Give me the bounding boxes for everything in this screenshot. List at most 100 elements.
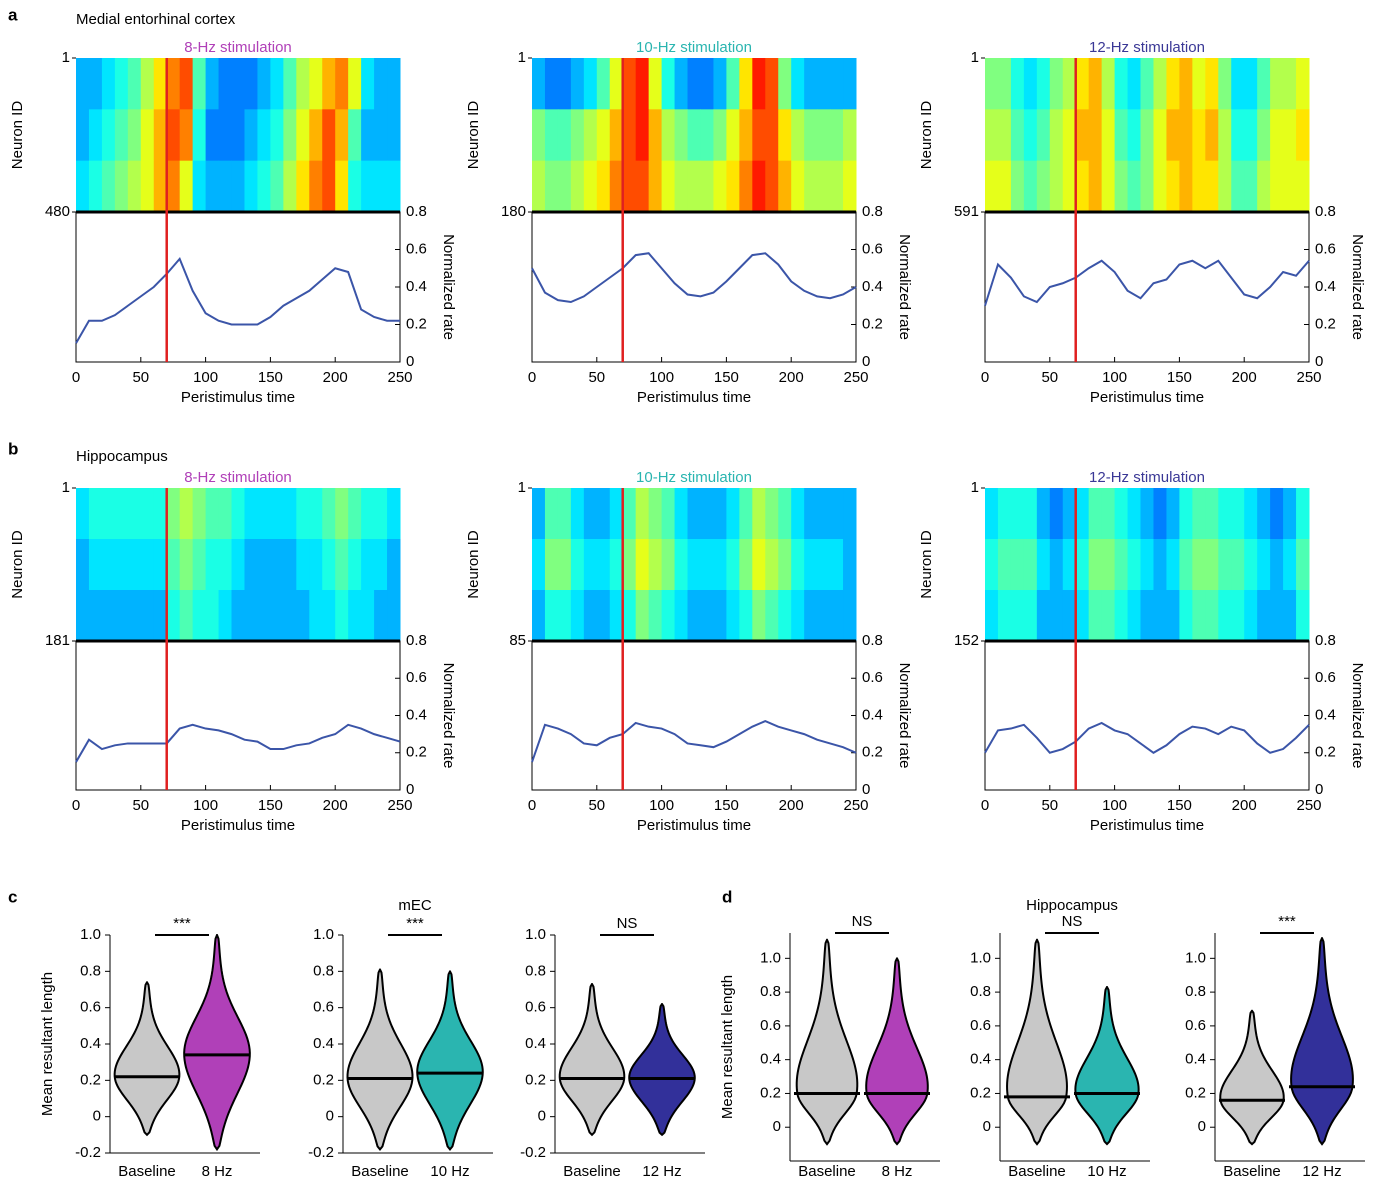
x-tick-label: Baseline: [563, 1163, 621, 1180]
y-tick-label: 0.6: [313, 999, 334, 1016]
x-tick-label: 0: [528, 369, 536, 386]
heat-cell: [544, 58, 559, 110]
heat-cell: [153, 488, 168, 540]
y-tick-label: 0: [983, 1118, 991, 1135]
heat-cell: [635, 160, 650, 213]
heat-cell: [1153, 109, 1167, 162]
heat-cell: [557, 590, 572, 642]
heat-cell: [1049, 109, 1064, 162]
heat-cell: [1075, 590, 1090, 642]
heat-cell: [570, 160, 585, 213]
heat-cell: [609, 590, 624, 642]
y-tick-label: 0.8: [760, 983, 781, 1000]
heat-cell: [1283, 109, 1297, 162]
heat-cell: [1192, 488, 1206, 540]
x-tick-label: 250: [387, 797, 412, 814]
heat-cell: [804, 58, 818, 110]
heat-cell: [609, 58, 624, 110]
x-axis-label: Peristimulus time: [637, 817, 751, 834]
heat-cell: [1218, 160, 1232, 213]
heat-cell: [830, 539, 844, 591]
x-tick-label: 50: [588, 797, 605, 814]
heat-cell: [817, 58, 831, 110]
y-tick-label: 0.6: [1315, 669, 1336, 686]
significance: NS: [617, 915, 638, 932]
y-tick-label: 1.0: [760, 949, 781, 966]
heat-cell: [1049, 160, 1064, 213]
violin: [1006, 937, 1068, 1146]
heat-cell: [674, 488, 689, 540]
heat-cell: [1088, 160, 1103, 213]
x-tick-label: 100: [649, 797, 674, 814]
y-tick-label: 0: [1315, 353, 1323, 370]
heat-cell: [1036, 539, 1051, 591]
heat-cell: [1179, 488, 1193, 540]
heat-cell: [532, 590, 546, 642]
y-tick-label: 1: [518, 49, 526, 66]
heat-cell: [1192, 58, 1206, 110]
heat-cell: [830, 590, 844, 642]
y-axis-label: Normalized rate: [440, 234, 457, 340]
y-tick-label: 0.4: [1315, 706, 1336, 723]
heat-cell: [1153, 590, 1167, 642]
heat-cell: [1218, 58, 1232, 110]
heat-cell: [1296, 109, 1310, 162]
heat-cell: [843, 590, 857, 642]
heat-cell: [544, 590, 559, 642]
chart-title: 10-Hz stimulation: [636, 469, 752, 486]
x-tick-label: 100: [193, 797, 218, 814]
heat-cell: [1036, 160, 1051, 213]
heat-cell: [76, 58, 90, 110]
heat-cell: [791, 109, 805, 162]
heat-cell: [1049, 539, 1064, 591]
heat-cell: [726, 539, 740, 591]
heat-cell: [1244, 590, 1258, 642]
violin: [183, 932, 251, 1152]
heat-cell: [270, 160, 284, 213]
heat-cell: [348, 488, 362, 540]
heat-cell: [192, 58, 207, 110]
heat-cell: [985, 109, 999, 162]
heat-cell: [557, 109, 572, 162]
heat-cell: [544, 160, 559, 213]
heat-cell: [76, 109, 90, 162]
heat-cell: [101, 109, 116, 162]
y-tick-label: -0.2: [520, 1144, 546, 1161]
y-tick-label: 0: [93, 1108, 101, 1125]
x-axis-label: Peristimulus time: [637, 389, 751, 406]
violin: [558, 982, 626, 1137]
heat-cell: [1205, 109, 1219, 162]
heat-cell: [1218, 109, 1232, 162]
heat-cell: [765, 590, 779, 642]
heat-cell: [1114, 590, 1129, 642]
heat-cell: [1049, 58, 1064, 110]
heat-cell: [231, 488, 245, 540]
heat-cell: [1244, 109, 1258, 162]
x-tick-label: 200: [779, 797, 804, 814]
heat-cell: [231, 539, 245, 591]
y-tick-label: 0: [1315, 781, 1323, 798]
heat-cell: [348, 539, 362, 591]
heat-cell: [335, 109, 349, 162]
heat-cell: [270, 109, 284, 162]
heat-cell: [322, 488, 336, 540]
y-tick-label: 1.0: [525, 926, 546, 943]
heat-cell: [1036, 58, 1051, 110]
chart-title: 10-Hz stimulation: [636, 39, 752, 56]
heat-cell: [179, 539, 194, 591]
y-tick-label: 0.4: [406, 706, 427, 723]
heat-cell: [1179, 58, 1193, 110]
heat-cell: [309, 488, 323, 540]
heat-cell: [752, 590, 766, 642]
heat-cell: [1257, 160, 1271, 213]
heat-cell: [739, 109, 753, 162]
heat-cell: [739, 58, 753, 110]
significance: NS: [1062, 913, 1083, 930]
y-axis-label: Normalized rate: [896, 663, 913, 769]
heat-cell: [179, 109, 194, 162]
heat-cell: [205, 58, 220, 110]
x-tick-label: 200: [323, 369, 348, 386]
x-tick-label: Baseline: [1223, 1163, 1281, 1180]
heat-cell: [739, 160, 753, 213]
x-axis-label: Peristimulus time: [1090, 817, 1204, 834]
